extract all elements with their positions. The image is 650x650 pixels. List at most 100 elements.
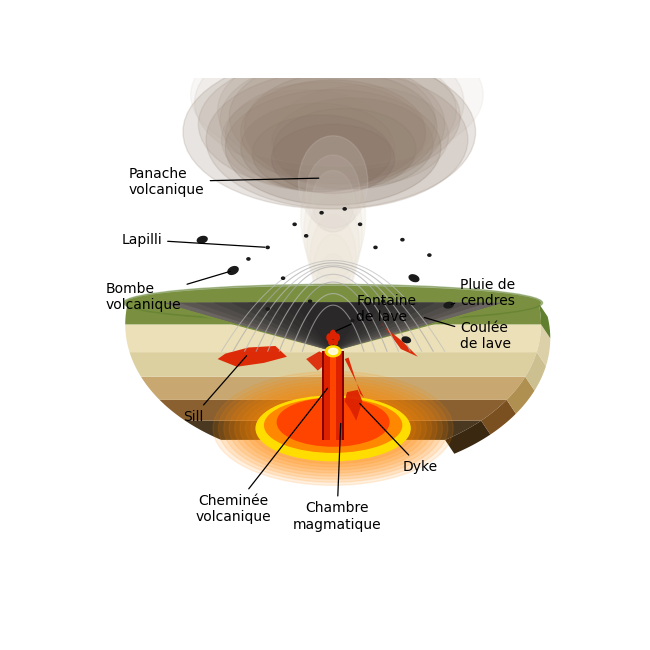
Ellipse shape (272, 124, 395, 194)
Ellipse shape (190, 23, 484, 166)
Polygon shape (306, 352, 330, 370)
Polygon shape (214, 303, 452, 352)
Ellipse shape (444, 302, 453, 308)
Ellipse shape (229, 381, 437, 476)
Ellipse shape (183, 55, 476, 209)
Ellipse shape (382, 300, 385, 302)
Polygon shape (381, 322, 418, 357)
Ellipse shape (226, 90, 441, 205)
Ellipse shape (319, 274, 347, 328)
Polygon shape (159, 400, 507, 421)
Ellipse shape (213, 371, 453, 486)
Polygon shape (152, 303, 514, 352)
Polygon shape (344, 390, 363, 421)
Ellipse shape (343, 208, 346, 210)
Ellipse shape (206, 70, 468, 209)
Ellipse shape (306, 155, 360, 232)
Polygon shape (264, 303, 402, 352)
Text: Bombe
volcanique: Bombe volcanique (106, 271, 230, 312)
Polygon shape (445, 421, 490, 454)
Polygon shape (507, 377, 534, 413)
Ellipse shape (224, 378, 443, 479)
Text: Coulée
de lave: Coulée de lave (424, 317, 511, 351)
Ellipse shape (374, 246, 377, 248)
Polygon shape (214, 303, 452, 352)
Polygon shape (525, 352, 546, 391)
Ellipse shape (235, 384, 432, 473)
Polygon shape (125, 324, 541, 352)
Ellipse shape (330, 330, 336, 339)
Ellipse shape (409, 275, 419, 281)
Ellipse shape (351, 319, 354, 322)
Ellipse shape (293, 223, 296, 226)
Polygon shape (179, 303, 487, 352)
Text: Pluie de
cendres: Pluie de cendres (451, 278, 515, 308)
Polygon shape (231, 303, 435, 352)
Ellipse shape (304, 176, 363, 287)
Ellipse shape (266, 246, 269, 248)
Ellipse shape (194, 33, 464, 172)
Ellipse shape (401, 239, 404, 241)
Polygon shape (280, 303, 387, 352)
Polygon shape (537, 324, 551, 366)
Polygon shape (344, 358, 364, 398)
Polygon shape (179, 303, 487, 352)
Ellipse shape (281, 277, 285, 280)
Ellipse shape (309, 300, 311, 302)
Ellipse shape (245, 390, 421, 467)
Polygon shape (125, 286, 541, 320)
Ellipse shape (359, 223, 361, 226)
Polygon shape (125, 303, 541, 324)
Ellipse shape (240, 387, 426, 470)
Text: Sill: Sill (183, 356, 246, 424)
Polygon shape (196, 303, 470, 352)
Polygon shape (218, 346, 287, 367)
Ellipse shape (240, 103, 395, 192)
Ellipse shape (252, 115, 391, 192)
Text: Panache
volcanique: Panache volcanique (129, 166, 318, 197)
Ellipse shape (198, 58, 445, 190)
Polygon shape (164, 303, 502, 352)
Ellipse shape (312, 170, 354, 232)
Ellipse shape (329, 339, 333, 345)
Ellipse shape (322, 293, 344, 335)
Polygon shape (196, 303, 470, 352)
Ellipse shape (320, 212, 323, 214)
Ellipse shape (218, 47, 456, 174)
Ellipse shape (298, 136, 368, 228)
Polygon shape (481, 400, 516, 434)
Polygon shape (293, 303, 373, 352)
Polygon shape (280, 303, 387, 352)
Ellipse shape (247, 258, 250, 260)
Ellipse shape (244, 72, 437, 184)
Polygon shape (248, 303, 418, 352)
Polygon shape (231, 303, 435, 352)
Ellipse shape (307, 195, 359, 295)
Text: Cheminée
volcanique: Cheminée volcanique (195, 388, 328, 524)
Polygon shape (330, 352, 336, 440)
Ellipse shape (310, 214, 356, 303)
Ellipse shape (313, 234, 353, 311)
Ellipse shape (402, 337, 410, 343)
Ellipse shape (222, 90, 391, 190)
Polygon shape (185, 421, 481, 440)
Ellipse shape (272, 98, 433, 189)
Ellipse shape (251, 393, 415, 463)
Text: Chambre
magmatique: Chambre magmatique (292, 423, 382, 532)
Ellipse shape (228, 266, 238, 274)
Ellipse shape (328, 348, 338, 354)
Text: Fontaine
de lave: Fontaine de lave (335, 294, 416, 331)
Polygon shape (293, 303, 373, 352)
Polygon shape (324, 352, 343, 440)
Text: Lapilli: Lapilli (122, 233, 265, 247)
Ellipse shape (272, 86, 448, 186)
Ellipse shape (220, 60, 436, 180)
Text: Dyke: Dyke (359, 404, 437, 474)
Polygon shape (164, 303, 502, 352)
Polygon shape (141, 377, 525, 400)
Ellipse shape (326, 346, 341, 357)
Ellipse shape (335, 334, 339, 341)
Ellipse shape (256, 396, 410, 461)
Polygon shape (538, 303, 551, 338)
Ellipse shape (240, 80, 426, 184)
